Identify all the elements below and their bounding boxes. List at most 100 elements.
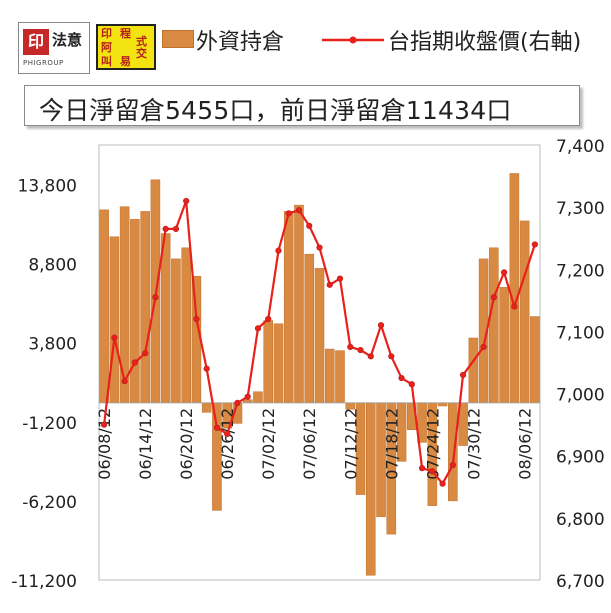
bar-mark — [335, 350, 345, 404]
close-price-point — [111, 334, 118, 341]
left-axis-tick-label: -11,200 — [11, 572, 77, 592]
x-axis-tick-label: 07/12/12 — [341, 408, 360, 480]
close-price-point — [285, 210, 292, 217]
right-axis-tick-label: 7,200 — [556, 261, 605, 281]
bar-mark — [489, 247, 499, 404]
close-price-point — [490, 294, 497, 301]
stamp-char: 程 — [120, 27, 131, 40]
x-axis-tick-label: 06/26/12 — [218, 408, 237, 480]
close-price-point — [418, 465, 426, 472]
close-price-point — [449, 461, 456, 469]
bar-mark — [499, 287, 509, 404]
bar-mark — [519, 220, 530, 404]
bar-mark — [314, 268, 325, 404]
close-price-point — [224, 430, 231, 438]
bar-mark — [130, 219, 140, 404]
close-price-point — [121, 378, 128, 385]
left-axis-tick-label: -1,200 — [22, 414, 77, 434]
close-price-point — [244, 393, 251, 400]
right-axis-tick-label: 7,100 — [556, 323, 605, 343]
logo-text: 法意 — [52, 31, 83, 49]
right-axis-tick-label: 6,700 — [556, 572, 605, 592]
legend-line-label: 台指期收盤價(右軸) — [388, 30, 582, 55]
legend-bar-swatch — [162, 30, 194, 48]
logo-mark: 印 — [23, 29, 49, 55]
bar-mark — [530, 316, 540, 404]
bar-mark — [304, 253, 315, 404]
close-price-point — [459, 371, 467, 379]
x-axis-tick-label: 07/06/12 — [300, 408, 319, 480]
close-price-point — [501, 269, 508, 276]
bar-mark — [242, 399, 253, 404]
x-axis-tick-label: 07/18/12 — [382, 408, 401, 480]
x-axis-tick-label: 07/30/12 — [464, 408, 483, 480]
position-summary-text: 今日淨留倉5455口，前日淨留倉11434口 — [39, 96, 512, 125]
close-price-point — [511, 303, 518, 310]
right-axis-tick-label: 7,300 — [556, 199, 605, 219]
bar-mark — [468, 337, 479, 404]
close-price-point — [234, 399, 241, 406]
close-price-point — [367, 353, 374, 360]
brand-logo: 印 法意 PHIGROUP — [18, 22, 90, 74]
bar-mark — [201, 402, 212, 413]
close-price-point — [213, 424, 221, 431]
bar-mark — [263, 320, 274, 404]
close-price-point — [429, 468, 436, 475]
close-price-point — [152, 294, 159, 301]
close-price-point — [131, 359, 138, 366]
x-axis-tick-label: 06/20/12 — [177, 408, 196, 480]
close-price-point — [265, 315, 272, 323]
legend-bar-label: 外資持倉 — [196, 30, 285, 55]
close-price-point — [388, 353, 395, 360]
close-price-point — [326, 281, 333, 288]
bar-mark — [160, 233, 171, 404]
bar-mark — [253, 391, 263, 404]
bar-mark — [181, 247, 191, 404]
right-axis-tick-label: 7,400 — [556, 137, 605, 157]
right-axis-tick-label: 6,900 — [556, 448, 605, 468]
bar-mark — [366, 402, 376, 576]
bar-mark — [273, 323, 284, 404]
x-axis-tick-label: 08/06/12 — [516, 408, 535, 480]
stamp-char: 式 — [136, 35, 147, 48]
stamp-char: 叫 — [101, 55, 112, 68]
close-price-point — [203, 365, 210, 372]
close-price-point — [306, 222, 313, 229]
stamp-char: 易 — [120, 55, 131, 68]
bar-mark — [99, 209, 109, 404]
close-price-point — [183, 197, 190, 205]
x-axis-tick-label: 06/08/12 — [95, 408, 114, 480]
bar-mark — [283, 211, 294, 404]
close-price-point — [439, 480, 446, 487]
close-price-point — [480, 343, 487, 351]
close-price-point — [316, 244, 323, 251]
legend-line-swatch — [322, 36, 384, 44]
left-axis-tick-label: 3,800 — [28, 335, 77, 355]
close-price-point — [295, 207, 303, 214]
close-price-point — [172, 225, 180, 232]
bar-mark — [294, 204, 304, 404]
close-price-point — [398, 374, 405, 382]
close-price-point — [408, 381, 415, 388]
close-price-point — [347, 343, 354, 351]
close-price-point — [101, 421, 108, 428]
close-price-point — [531, 241, 538, 248]
left-axis-tick-label: 13,800 — [18, 177, 77, 197]
close-price-point — [254, 325, 262, 332]
close-price-point — [275, 247, 282, 254]
stamp-char: 交 — [136, 47, 147, 60]
logo-subtext: PHIGROUP — [23, 59, 64, 67]
position-summary-box: 今日淨留倉5455口，前日淨留倉11434口 — [24, 85, 580, 126]
stamp-char: 印 — [101, 27, 112, 40]
stamp-char: 阿 — [101, 41, 112, 54]
left-axis-tick-label: 8,800 — [28, 256, 77, 276]
bar-mark — [171, 258, 181, 404]
close-price-point — [162, 225, 169, 232]
bar-mark — [324, 348, 335, 404]
x-axis-tick-label: 06/14/12 — [136, 408, 155, 480]
bar-mark — [448, 402, 458, 502]
bar-mark — [109, 236, 120, 404]
close-price-point — [142, 350, 149, 357]
close-price-point — [377, 322, 385, 329]
